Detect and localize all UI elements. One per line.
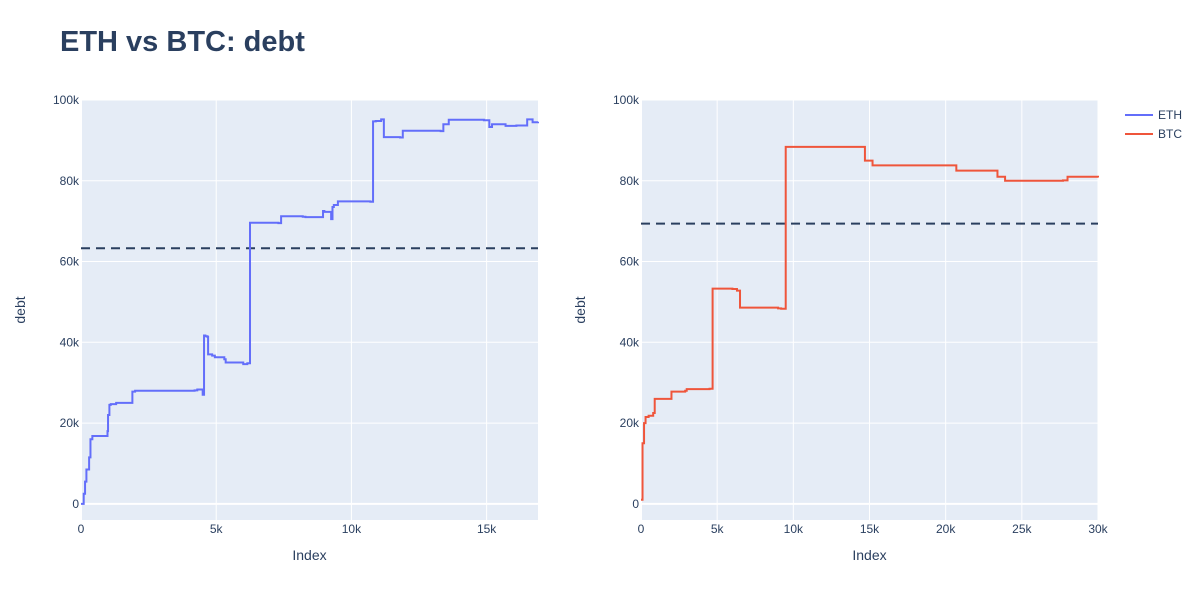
y-tick-label: 60k (60, 255, 80, 269)
x-tick-label: 10k (342, 522, 362, 536)
plot-background (81, 100, 538, 520)
right-subplot: 0 5k 10k 15k 20k 25k 30k 0 20k 40k 60k 80k 100k Index… (572, 93, 1109, 563)
x-tick-label: 15k (477, 522, 497, 536)
y-tick-label: 20k (620, 416, 640, 430)
y-tick-label: 20k (60, 416, 80, 430)
x-tick-label: 10k (784, 522, 804, 536)
x-tick-label: 15k (860, 522, 880, 536)
y-tick-label: 100k (613, 93, 640, 107)
y-tick-label: 80k (620, 174, 640, 188)
legend-label-btc: BTC (1158, 127, 1182, 141)
x-tick-label: 20k (936, 522, 956, 536)
series-line-btc (641, 145, 1099, 501)
series-line-eth (81, 118, 539, 505)
y-axis-title: debt (572, 296, 588, 323)
y-tick-label: 40k (620, 335, 640, 349)
chart-title: ETH vs BTC: debt (60, 26, 305, 58)
x-tick-label: 30k (1088, 522, 1108, 536)
legend-label-eth: ETH (1158, 108, 1182, 122)
x-tick-label: 0 (638, 522, 645, 536)
x-tick-label: 5k (711, 522, 725, 536)
x-tick-label: 5k (210, 522, 224, 536)
x-tick-label: 0 (78, 522, 85, 536)
y-axis-title: debt (12, 296, 28, 323)
left-subplot: 0 5k 10k 15k 0 20k 40k 60k 80k 100k Index debt (12, 93, 539, 563)
x-axis-title: Index (852, 547, 886, 563)
y-tick-label: 40k (60, 335, 80, 349)
legend[interactable]: ETH BTC (1125, 108, 1182, 141)
x-tick-label: 25k (1012, 522, 1032, 536)
y-tick-label: 0 (72, 497, 79, 511)
y-tick-label: 100k (53, 93, 80, 107)
y-tick-label: 60k (620, 255, 640, 269)
y-tick-label: 80k (60, 174, 80, 188)
x-axis-title: Index (292, 547, 326, 563)
y-tick-label: 0 (632, 497, 639, 511)
